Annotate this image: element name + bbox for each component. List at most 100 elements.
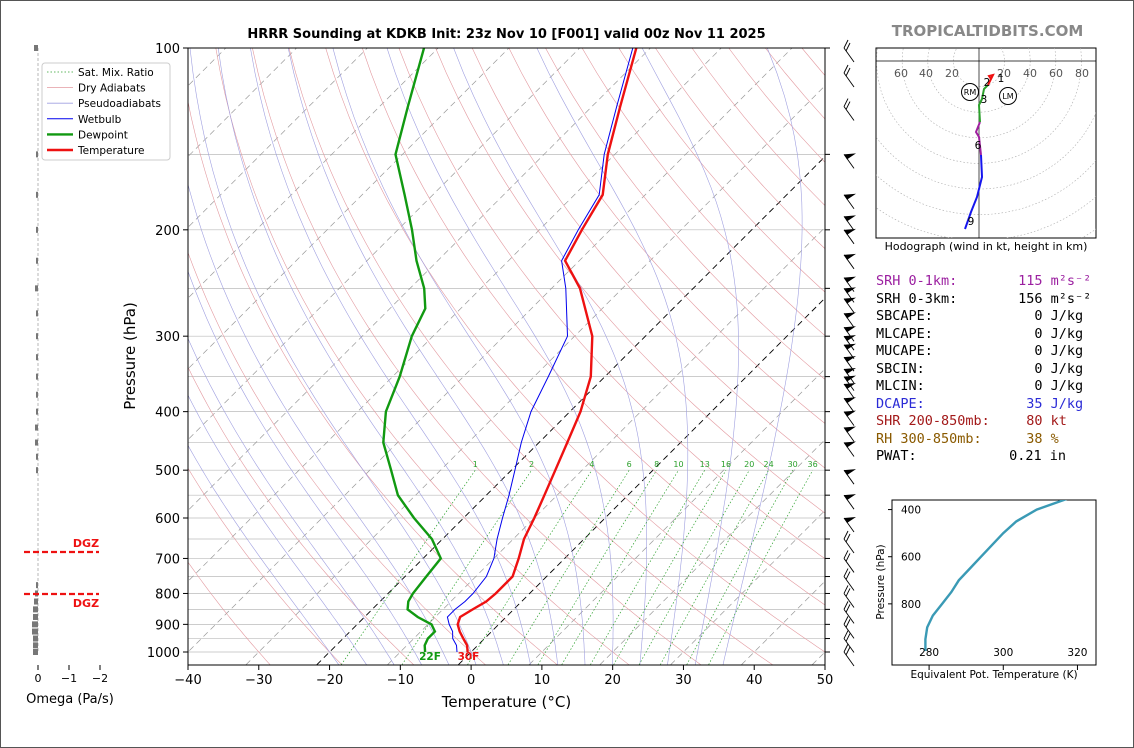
y-tick-label: 300 [155,330,180,345]
index-value: 156 m²s⁻² [1010,290,1092,307]
omega-bar [36,408,38,415]
wind-barb [843,410,856,426]
wind-barb-pennant [844,410,856,417]
index-label: PWAT: [876,448,917,464]
omega-bar [36,333,38,340]
wind-barb [843,153,856,169]
theta-e-plot [924,500,1068,651]
wind-barbs [843,39,856,667]
wind-barb-pennant [844,297,856,304]
omega-bar [33,642,38,649]
y-tick-label: 200 [155,224,180,239]
x-tick-label: 0 [467,673,475,688]
wind-barb [843,215,856,231]
x-tick-label: −10 [387,673,414,688]
wind-barb-pennant [844,215,856,222]
mixing-ratio-line [561,470,679,665]
theta-e-y-tick-label: 600 [901,552,921,564]
theta-e-line [924,500,1068,651]
omega-tick-label: −1 [61,672,77,685]
dry-adiabat [398,48,825,560]
wind-barb-pennant [844,193,856,200]
y-tick-label: 600 [155,512,180,527]
mixing-ratio-label: 24 [764,460,774,469]
dgz-label: DGZ [73,597,99,610]
isotherm-line [599,439,825,665]
legend-entry: Dewpoint [78,129,128,141]
wind-barb-pennant [844,326,856,333]
index-value: 0 J/kg [1010,308,1084,324]
wind-barb [843,426,856,442]
x-tick-label: 40 [746,673,763,688]
wind-barb-staff [843,576,855,591]
wind-barb [843,297,856,313]
wind-barb-pennant [844,441,856,448]
x-tick-label: −20 [316,673,343,688]
wind-barb-pennant [844,383,856,390]
dry-adiabat [188,251,486,665]
wind-barb-staff [843,106,855,121]
isotherm-line [528,368,825,665]
y-tick-label: 800 [155,587,180,602]
mixing-ratio-label: 20 [744,460,754,469]
wind-barb [843,193,856,210]
storm-motion-marker [961,83,979,101]
theta-e-x-tick-label: 280 [919,647,939,659]
hodograph-ring-label: 60 [894,67,908,80]
wind-barb-pennant [844,356,856,363]
wind-barb-feather [843,616,849,625]
mixing-ratio-label: 4 [589,460,594,469]
theta-e-y-tick-label: 800 [901,599,921,611]
omega-bar [32,628,38,635]
mixing-ratio-label: 2 [529,460,534,469]
mixing-ratio-label: 13 [700,460,710,469]
wind-barb-pennant [844,494,856,501]
omega-bar [36,582,38,589]
pseudoadiabat [386,48,614,665]
hodograph-height-label: 6 [975,140,982,152]
hodograph-trace [977,84,989,123]
wind-barb [843,550,855,573]
dry-adiabat [288,48,773,665]
index-label: SHR 200-850mb: [876,413,990,429]
x-tick-label: −30 [245,673,272,688]
wind-barb-pennant [844,312,856,319]
wind-barb-pennant [844,469,856,476]
y-axis-label: Pressure (hPa) [121,302,139,410]
skew-t-axes-frame [187,47,826,666]
theta-e-y-axis-label: Pressure (hPa) [875,544,887,619]
omega-bar [36,226,38,233]
mixing-ratio-line [638,470,750,665]
index-value: 38 % [1010,430,1059,447]
wind-barb-staff [843,538,855,554]
omega-bar [32,621,38,628]
wind-barb [843,585,855,608]
wind-barb-feather [845,553,851,562]
pseudoadiabat [287,48,558,665]
index-label: SBCAPE: [876,308,933,324]
pseudoadiabat [722,48,803,665]
hodograph-panel: 60 40 20 20 40 60 80 12 3 6 9 RM LM [875,47,1097,239]
wind-barb [843,494,856,510]
hodograph-trace [987,73,995,86]
omega-bar [36,467,38,474]
hodograph-rings [876,48,1096,238]
wind-barb [843,397,856,413]
omega-bar [36,391,38,398]
wind-barb [843,383,856,399]
wind-barb [843,64,855,88]
hodograph-ring [876,196,1096,238]
y-tick-label: 100 [155,42,180,57]
wind-barb [843,228,856,245]
wind-barb-feather [843,568,849,577]
omega-bar [36,453,38,460]
isotherm-line [387,226,825,665]
omega-bar [35,439,38,446]
isotherm-line [457,297,825,665]
skew-t-axes: −40 −30 −20 −10 0 10 20 30 40 50 100 200 300 400 500 60… [121,42,833,711]
mixing-ratio-line [686,470,794,665]
hodograph-frame [875,47,1097,239]
hodograph-trace [964,154,984,230]
pseudoadiabat [332,48,586,665]
omega-bar [36,354,38,361]
